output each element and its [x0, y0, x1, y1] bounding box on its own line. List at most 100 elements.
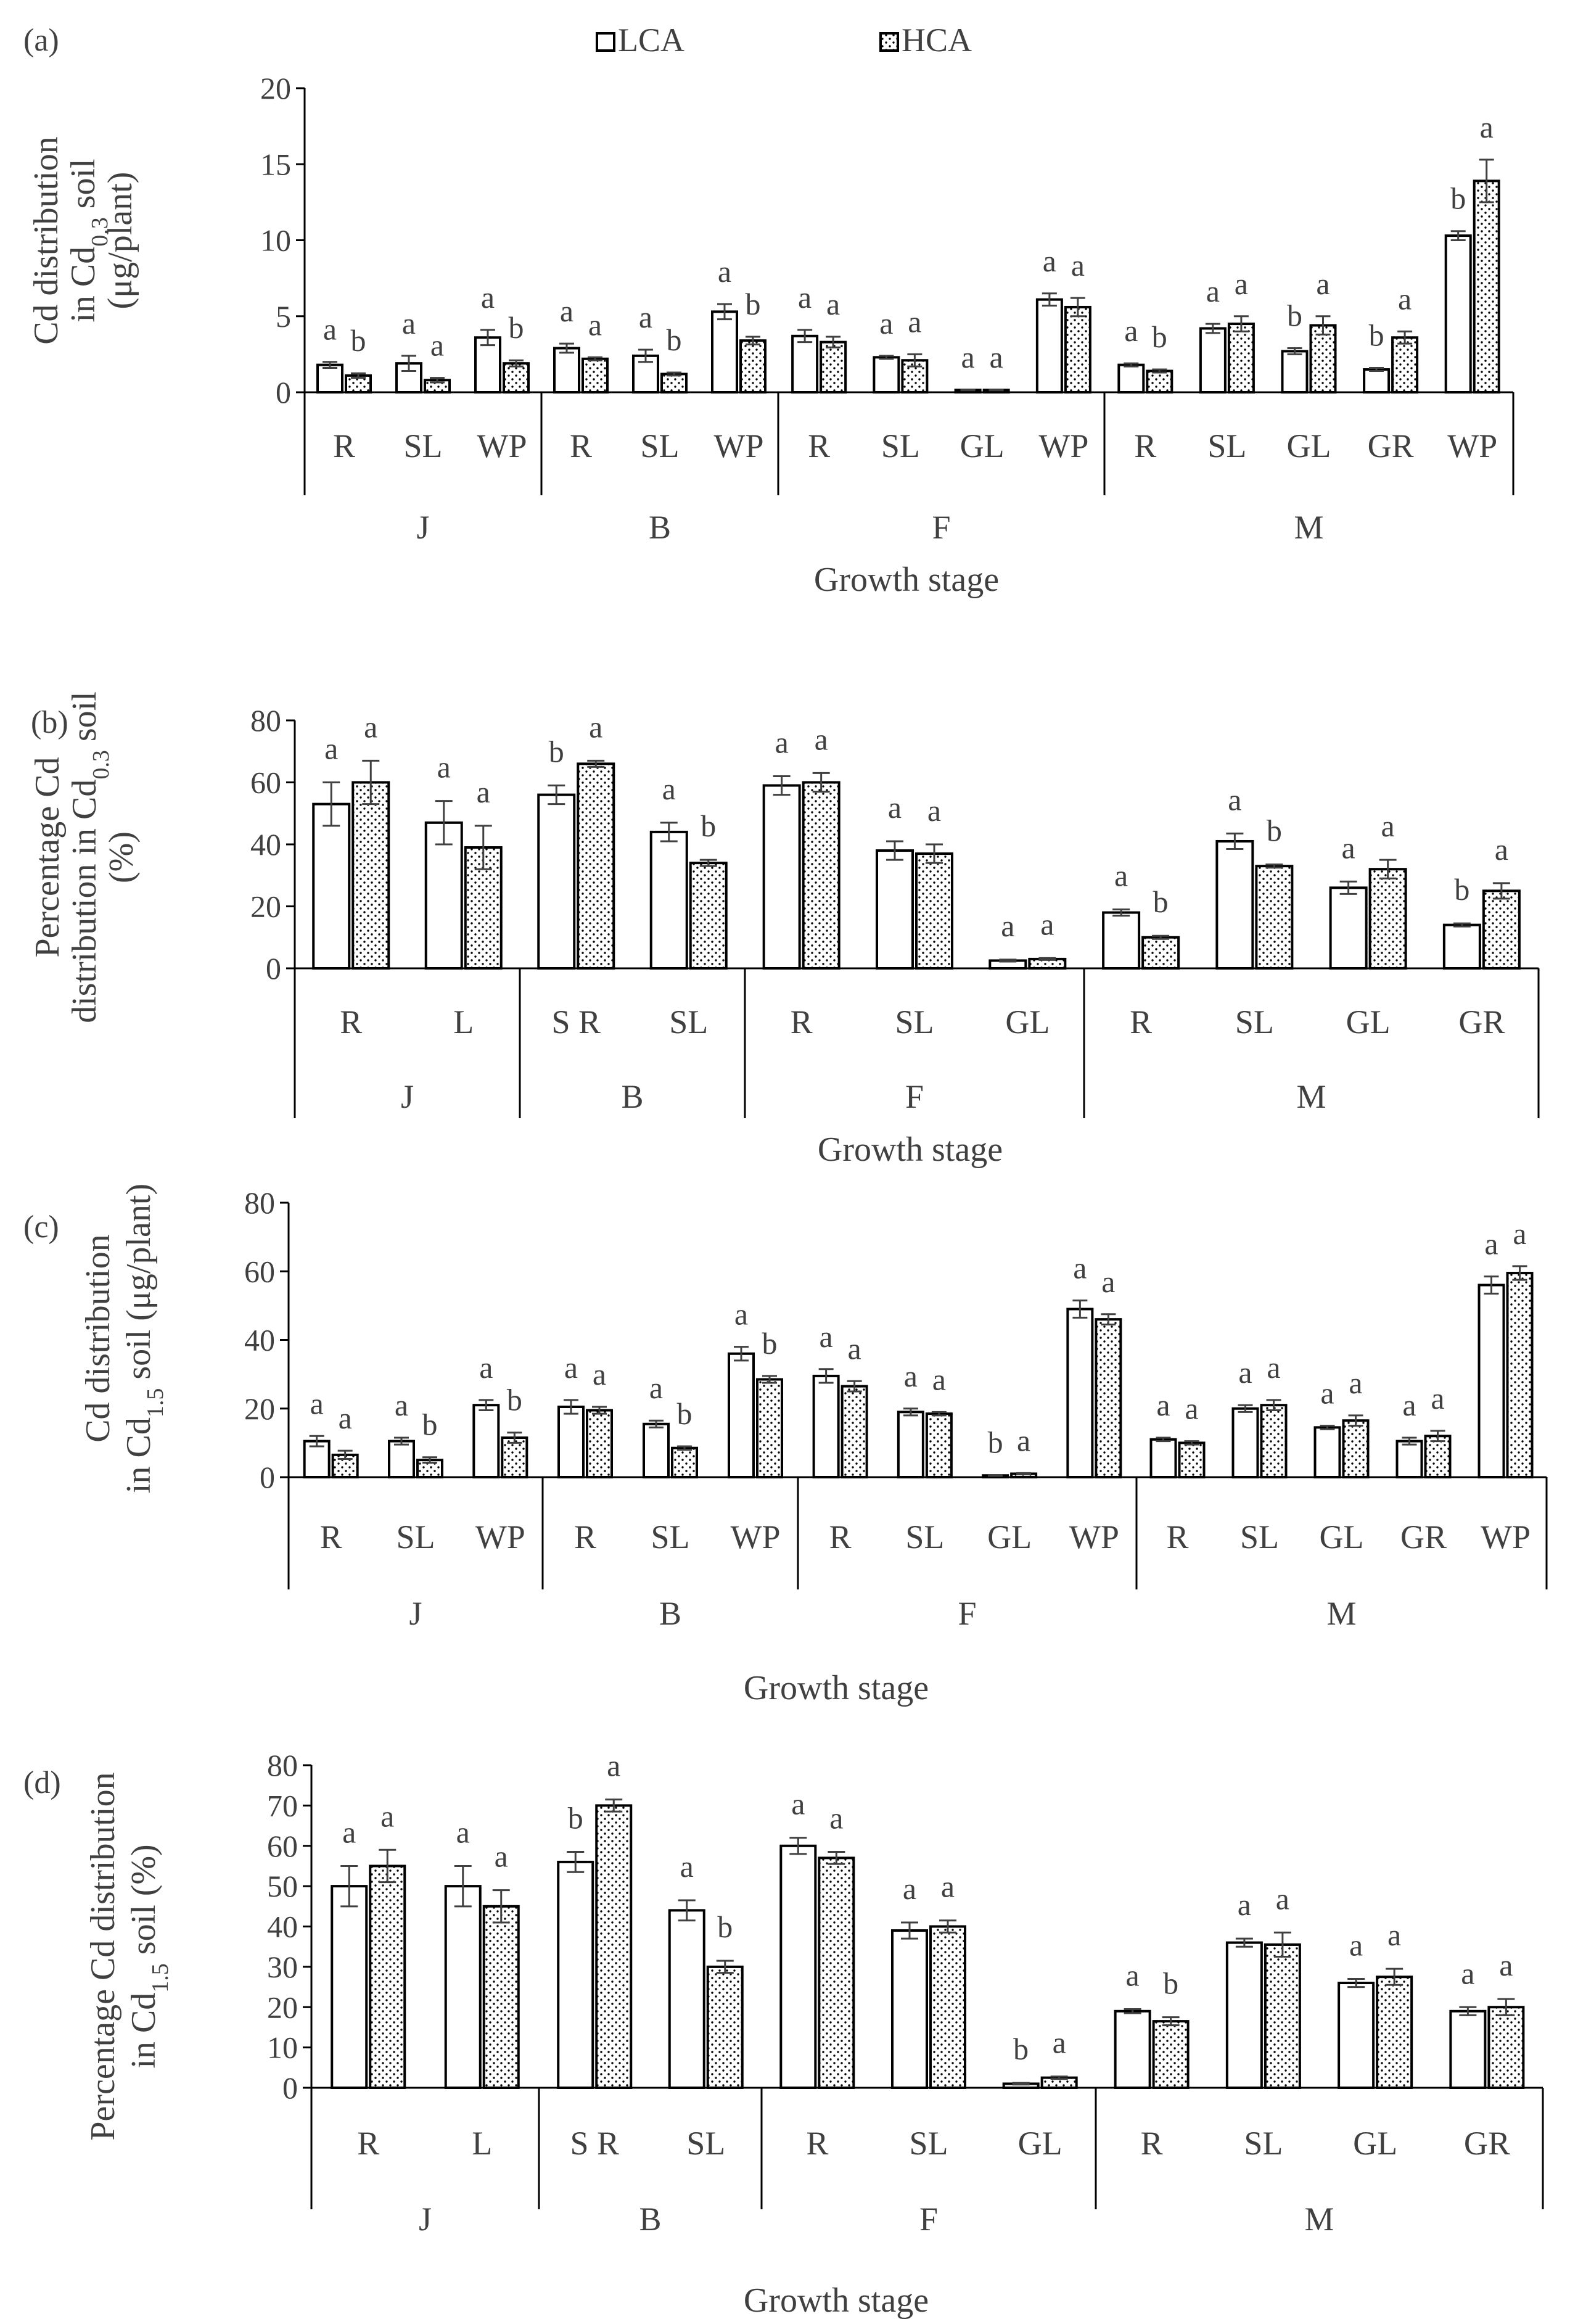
- y-axis-label-line: (%): [102, 831, 141, 883]
- y-axis-label-line: Cd distribution: [79, 1234, 117, 1443]
- bar-hca: [369, 1865, 406, 2089]
- significance-letter: a: [734, 1297, 748, 1332]
- organ-label: WP: [477, 427, 527, 464]
- bar-hca: [1146, 369, 1173, 394]
- significance-letter: b: [1152, 319, 1167, 354]
- significance-letter: a: [1484, 1227, 1498, 1261]
- bar-lca: [1444, 234, 1472, 394]
- significance-letter: a: [342, 1815, 356, 1849]
- bar-hca: [925, 1412, 953, 1478]
- bar-lca: [643, 1422, 670, 1478]
- bar-hca: [1368, 868, 1407, 970]
- organ-label: SL: [651, 1518, 689, 1556]
- organ-label: SL: [905, 1518, 944, 1556]
- organ-label: L: [472, 2125, 492, 2162]
- bar-lca: [1449, 2009, 1487, 2090]
- bar-hca: [689, 862, 728, 970]
- bar-hca: [671, 1446, 698, 1478]
- bar-lca: [1035, 298, 1063, 394]
- bar-lca: [1338, 1982, 1375, 2089]
- legend-swatch-lca: [596, 32, 615, 52]
- significance-letter: a: [380, 1799, 394, 1833]
- significance-letter: a: [1349, 1366, 1362, 1400]
- panel-label-a: (a): [23, 23, 59, 58]
- significance-letter: a: [820, 1319, 833, 1354]
- bar-lca: [1225, 1941, 1263, 2089]
- bar-hca: [929, 1925, 966, 2089]
- significance-letter: a: [1320, 1376, 1334, 1411]
- y-tick-label: 0: [266, 951, 281, 986]
- significance-letter: a: [1431, 1381, 1444, 1415]
- bar-lca: [897, 1411, 924, 1478]
- bar-hca: [1255, 865, 1294, 970]
- significance-letter: a: [588, 307, 602, 342]
- bar-lca: [1117, 363, 1145, 394]
- significance-letter: a: [848, 1331, 861, 1366]
- bar-lca: [873, 356, 900, 394]
- y-tick-label: 10: [267, 2030, 298, 2065]
- organ-label: WP: [731, 1518, 781, 1556]
- bar-lca: [812, 1374, 840, 1478]
- organ-label: WP: [475, 1518, 525, 1556]
- significance-letter: b: [1013, 2032, 1029, 2066]
- bar-hca: [1424, 1435, 1452, 1478]
- bar-lca: [1442, 923, 1481, 970]
- significance-letter: b: [701, 809, 716, 843]
- y-tick-label: 60: [250, 765, 281, 800]
- bar-lca: [537, 793, 576, 970]
- legend-swatch-hca: [879, 32, 899, 52]
- significance-letter: a: [589, 709, 602, 744]
- chart-panel-d: 0 10 20 30 40 50 60 70 80 Percentage Cd distribut…: [84, 1748, 1544, 2320]
- organ-label: GL: [1005, 1003, 1050, 1040]
- bar-hca: [840, 1385, 868, 1478]
- organ-label: SL: [1240, 1518, 1279, 1556]
- organ-label: GL: [1287, 427, 1331, 464]
- significance-letter: a: [903, 1871, 916, 1906]
- organ-label: GL: [960, 427, 1005, 464]
- bar-hca: [1506, 1272, 1534, 1478]
- significance-letter: a: [1398, 281, 1412, 316]
- y-tick-label: 0: [276, 375, 291, 410]
- organ-label: R: [333, 427, 355, 464]
- significance-letter: a: [456, 1815, 470, 1849]
- y-tick-label: 60: [244, 1254, 275, 1288]
- legend: LCA HCA: [596, 22, 972, 59]
- organ-label: SL: [396, 1518, 435, 1556]
- significance-letter: a: [323, 312, 337, 347]
- significance-letter: a: [339, 1401, 352, 1435]
- bar-hca: [503, 362, 530, 394]
- significance-letter: a: [1495, 832, 1508, 867]
- bar-lca: [1313, 1426, 1341, 1478]
- organ-label: WP: [1038, 427, 1088, 464]
- organ-label: R: [574, 1518, 596, 1556]
- organ-label: SL: [403, 427, 442, 464]
- organ-label: SL: [669, 1003, 708, 1040]
- organ-label: WP: [1481, 1518, 1531, 1556]
- significance-letter: a: [1513, 1216, 1526, 1251]
- significance-letter: a: [829, 1801, 843, 1836]
- significance-letter: a: [593, 1357, 606, 1391]
- significance-letter: a: [1101, 1264, 1115, 1299]
- significance-letter: b: [509, 310, 524, 345]
- x-axis-label: Growth stage: [818, 1131, 1003, 1169]
- bar-lca: [553, 347, 580, 394]
- bar-hca: [706, 1965, 744, 2089]
- organ-label: R: [1166, 1518, 1188, 1556]
- y-tick-label: 40: [250, 827, 281, 862]
- bar-hca: [1376, 1976, 1413, 2089]
- bar-lca: [1231, 1407, 1259, 1478]
- bar-lca: [557, 1405, 585, 1478]
- bar-hca: [1064, 305, 1091, 394]
- significance-letter: b: [677, 1396, 693, 1431]
- significance-letter: a: [1267, 1350, 1280, 1385]
- significance-letter: a: [798, 280, 812, 315]
- significance-letter: a: [1126, 1958, 1140, 1993]
- significance-letter: a: [1071, 248, 1085, 282]
- significance-letter: a: [826, 287, 840, 321]
- significance-letter: a: [1342, 830, 1355, 865]
- y-tick-label: 40: [244, 1323, 275, 1358]
- bar-lca: [791, 334, 819, 394]
- bar-lca: [1363, 368, 1391, 394]
- bar-hca: [1309, 324, 1337, 394]
